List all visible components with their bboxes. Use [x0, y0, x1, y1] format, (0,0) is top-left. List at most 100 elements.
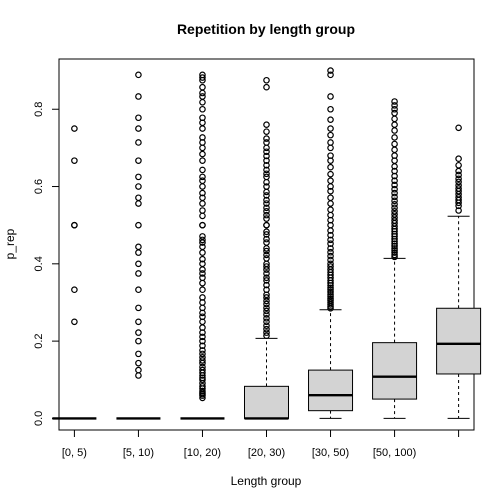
outlier-point: [391, 109, 398, 117]
outlier-point: [263, 297, 270, 305]
outlier-point: [199, 125, 206, 132]
outlier-point: [455, 178, 462, 186]
box-group: [52, 125, 97, 420]
outlier-point: [263, 270, 270, 277]
outlier-point: [263, 281, 270, 289]
box-group: [116, 71, 161, 420]
outlier-point: [199, 93, 206, 100]
outlier-point: [199, 383, 206, 390]
outlier-point: [135, 359, 142, 367]
outlier-point: [455, 182, 462, 189]
outlier-point: [327, 67, 334, 74]
outlier-point: [327, 231, 334, 239]
outlier-point: [391, 181, 398, 189]
outlier-point: [327, 200, 334, 207]
outlier-point: [263, 332, 270, 340]
outlier-point: [263, 307, 270, 315]
outlier-point: [391, 214, 398, 221]
y-axis-label: p_rep: [3, 228, 17, 259]
outlier-point: [199, 354, 206, 361]
x-tick-label: [30, 50): [312, 447, 349, 459]
x-tick-label: [10, 20): [184, 447, 221, 459]
outlier-point: [263, 255, 270, 262]
outlier-point: [263, 183, 270, 190]
outlier-point: [199, 74, 206, 81]
outlier-point: [199, 366, 206, 374]
box-group: [244, 76, 289, 420]
outlier-point: [263, 322, 270, 329]
outlier-point: [135, 125, 142, 132]
outlier-point: [135, 249, 142, 256]
outlier-point: [327, 291, 334, 298]
outlier-point: [327, 139, 334, 146]
outlier-point: [327, 236, 334, 244]
outlier-point: [263, 170, 270, 178]
outlier-point: [71, 286, 78, 294]
outlier-point: [263, 83, 270, 91]
outlier-point: [199, 89, 206, 97]
outlier-point: [135, 71, 142, 79]
outlier-point: [391, 146, 398, 154]
outlier-point: [327, 240, 334, 248]
x-tick-label: [0, 5): [62, 447, 87, 459]
outlier-point: [263, 128, 270, 135]
outlier-point: [199, 157, 206, 164]
outlier-point: [263, 192, 270, 199]
outlier-point: [199, 342, 206, 350]
outlier-point: [199, 150, 206, 158]
outlier-point: [263, 144, 270, 152]
y-tick-label: 0.4: [33, 256, 45, 271]
outlier-point: [135, 114, 142, 122]
x-tick-label: [5, 10): [123, 447, 154, 459]
y-tick-label: 0.2: [33, 333, 45, 348]
outlier-point: [199, 337, 206, 345]
outlier-point: [263, 277, 270, 284]
outlier-point: [327, 131, 334, 139]
outlier-point: [135, 183, 142, 190]
outlier-point: [199, 105, 206, 113]
outlier-point: [327, 170, 334, 178]
boxes-layer: [52, 67, 482, 420]
outlier-point: [263, 251, 270, 259]
box-group: [436, 124, 482, 419]
outlier-point: [327, 125, 334, 132]
outlier-point: [263, 161, 270, 169]
outlier-point: [391, 201, 398, 208]
box-group: [308, 67, 354, 419]
outlier-point: [391, 167, 398, 175]
outlier-point: [199, 376, 206, 384]
outlier-point: [135, 329, 142, 336]
outlier-point: [135, 157, 142, 164]
outlier-point: [263, 152, 270, 160]
y-tick-label: 0.6: [33, 179, 45, 194]
outlier-point: [199, 83, 206, 91]
outlier-point: [391, 185, 398, 193]
box-group: [372, 98, 418, 419]
outlier-point: [199, 357, 206, 364]
outlier-point: [263, 173, 270, 181]
outlier-point: [199, 144, 206, 152]
outlier-point: [263, 235, 270, 243]
outlier-point: [199, 183, 206, 190]
outlier-point: [135, 243, 142, 251]
outlier-point: [135, 270, 142, 277]
outlier-point: [327, 292, 334, 300]
box: [372, 342, 418, 400]
outlier-point: [135, 366, 142, 374]
y-tick-label: 0.0: [33, 411, 45, 426]
outlier-point: [135, 318, 142, 326]
outlier-point: [327, 206, 334, 214]
outlier-point: [263, 239, 270, 246]
box: [308, 369, 354, 412]
box: [436, 307, 482, 375]
outlier-point: [263, 200, 270, 207]
box-group: [180, 71, 225, 420]
outlier-point: [391, 246, 398, 254]
outlier-point: [391, 245, 398, 252]
outlier-point: [327, 71, 334, 79]
outlier-point: [455, 194, 462, 201]
outlier-point: [199, 274, 206, 282]
chart-title: Repetition by length group: [177, 21, 355, 37]
outlier-point: [199, 166, 206, 174]
outlier-point: [263, 148, 270, 156]
